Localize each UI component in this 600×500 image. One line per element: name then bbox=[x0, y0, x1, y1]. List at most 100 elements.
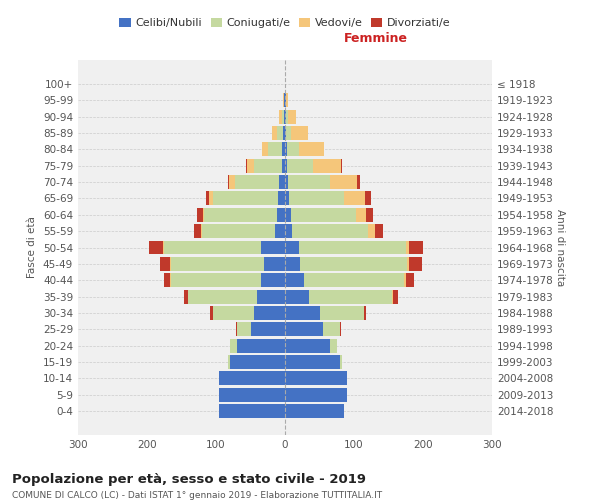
Bar bbox=[356, 208, 367, 222]
Bar bbox=[280, 110, 281, 124]
Bar bbox=[364, 306, 366, 320]
Bar bbox=[292, 224, 368, 238]
Bar bbox=[299, 142, 323, 156]
Bar bbox=[277, 126, 283, 140]
Bar bbox=[374, 224, 383, 238]
Bar bbox=[285, 126, 286, 140]
Bar bbox=[404, 274, 406, 287]
Bar bbox=[287, 142, 299, 156]
Bar bbox=[283, 94, 284, 108]
Bar bbox=[285, 192, 289, 205]
Bar bbox=[285, 306, 320, 320]
Bar bbox=[247, 159, 254, 172]
Bar bbox=[281, 159, 285, 172]
Bar bbox=[254, 306, 285, 320]
Bar bbox=[171, 257, 265, 271]
Bar bbox=[261, 240, 285, 254]
Bar bbox=[229, 355, 230, 369]
Text: COMUNE DI CALCO (LC) - Dati ISTAT 1° gennaio 2019 - Elaborazione TUTTITALIA.IT: COMUNE DI CALCO (LC) - Dati ISTAT 1° gen… bbox=[12, 491, 382, 500]
Bar bbox=[171, 274, 261, 287]
Bar bbox=[149, 240, 163, 254]
Y-axis label: Fasce di età: Fasce di età bbox=[28, 216, 37, 278]
Bar bbox=[340, 355, 342, 369]
Bar bbox=[284, 110, 285, 124]
Bar bbox=[285, 290, 309, 304]
Bar bbox=[409, 240, 423, 254]
Bar bbox=[285, 257, 300, 271]
Bar bbox=[230, 338, 236, 352]
Bar bbox=[407, 257, 409, 271]
Bar bbox=[236, 322, 251, 336]
Bar bbox=[392, 290, 398, 304]
Bar bbox=[323, 142, 325, 156]
Bar bbox=[170, 274, 171, 287]
Bar bbox=[235, 175, 280, 189]
Bar bbox=[194, 224, 201, 238]
Bar bbox=[184, 290, 188, 304]
Bar bbox=[409, 257, 422, 271]
Bar bbox=[284, 94, 285, 108]
Bar bbox=[220, 372, 285, 386]
Bar bbox=[285, 355, 340, 369]
Bar bbox=[365, 192, 371, 205]
Bar bbox=[220, 404, 285, 418]
Text: Popolazione per età, sesso e stato civile - 2019: Popolazione per età, sesso e stato civil… bbox=[12, 472, 366, 486]
Bar bbox=[283, 126, 285, 140]
Bar bbox=[164, 274, 170, 287]
Y-axis label: Anni di nascita: Anni di nascita bbox=[555, 209, 565, 286]
Bar bbox=[220, 388, 285, 402]
Bar bbox=[289, 192, 344, 205]
Bar bbox=[204, 208, 277, 222]
Bar bbox=[285, 224, 292, 238]
Bar bbox=[265, 257, 285, 271]
Bar bbox=[254, 159, 281, 172]
Bar bbox=[228, 175, 229, 189]
Bar bbox=[262, 142, 268, 156]
Bar bbox=[272, 126, 277, 140]
Bar bbox=[358, 175, 360, 189]
Bar bbox=[300, 257, 407, 271]
Bar bbox=[281, 110, 284, 124]
Bar bbox=[341, 159, 342, 172]
Bar bbox=[285, 322, 323, 336]
Bar bbox=[261, 274, 285, 287]
Bar bbox=[275, 224, 285, 238]
Bar bbox=[285, 94, 286, 108]
Bar bbox=[212, 306, 254, 320]
Bar bbox=[201, 224, 202, 238]
Bar bbox=[288, 110, 296, 124]
Bar bbox=[188, 290, 257, 304]
Bar bbox=[340, 322, 341, 336]
Bar bbox=[212, 192, 278, 205]
Bar bbox=[285, 240, 299, 254]
Bar bbox=[289, 175, 330, 189]
Bar bbox=[203, 208, 204, 222]
Legend: Celibi/Nubili, Coniugati/e, Vedovi/e, Divorziati/e: Celibi/Nubili, Coniugati/e, Vedovi/e, Di… bbox=[115, 13, 455, 32]
Bar bbox=[160, 257, 170, 271]
Bar bbox=[330, 175, 358, 189]
Bar bbox=[330, 338, 337, 352]
Bar bbox=[286, 94, 289, 108]
Bar bbox=[277, 208, 285, 222]
Bar bbox=[344, 192, 365, 205]
Bar bbox=[285, 110, 286, 124]
Bar bbox=[320, 306, 364, 320]
Bar bbox=[368, 224, 374, 238]
Bar bbox=[209, 192, 212, 205]
Bar bbox=[170, 257, 171, 271]
Bar bbox=[304, 274, 404, 287]
Bar bbox=[290, 208, 356, 222]
Bar bbox=[290, 126, 308, 140]
Bar bbox=[285, 274, 304, 287]
Bar bbox=[230, 355, 285, 369]
Bar bbox=[282, 142, 285, 156]
Bar bbox=[197, 208, 203, 222]
Bar bbox=[206, 192, 209, 205]
Bar bbox=[286, 126, 290, 140]
Bar bbox=[236, 338, 285, 352]
Bar bbox=[251, 322, 285, 336]
Bar bbox=[309, 290, 392, 304]
Bar bbox=[406, 240, 409, 254]
Bar bbox=[211, 306, 212, 320]
Bar bbox=[229, 175, 235, 189]
